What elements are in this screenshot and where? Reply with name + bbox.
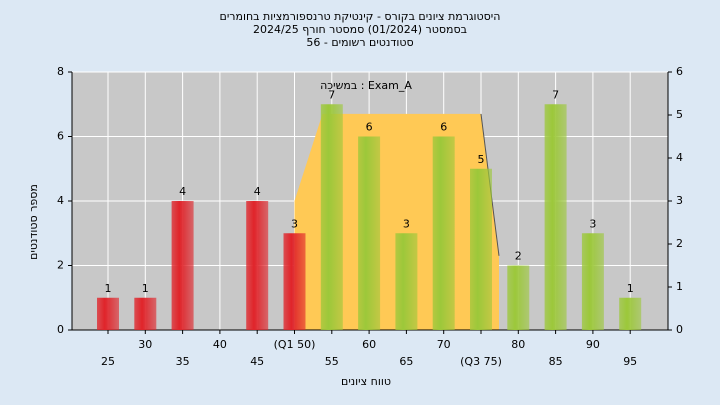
data-label: 4 [179, 185, 186, 198]
y-tick-label: 6 [57, 130, 64, 143]
data-label: 5 [478, 153, 485, 166]
x-tick-label: 55 [325, 355, 339, 368]
x-tick-label: 60 [362, 338, 376, 351]
y-tick-label: 0 [57, 323, 64, 336]
y2-tick-label: 2 [676, 237, 683, 250]
data-label: 1 [142, 282, 149, 295]
data-label: 6 [440, 121, 447, 134]
x-tick-label: 85 [549, 355, 563, 368]
bar [507, 265, 530, 330]
x-tick-label: 95 [623, 355, 637, 368]
bar [283, 233, 306, 330]
data-label: 7 [328, 88, 335, 101]
data-label: 3 [403, 217, 410, 230]
y-tick-label: 2 [57, 259, 64, 272]
y-axis-label: מספר סטודנטים [27, 184, 40, 260]
y2-tick-label: 1 [676, 280, 683, 293]
data-label: 3 [291, 217, 298, 230]
bar [544, 104, 567, 330]
title-line: היסטוגרמת ציונים בקורס - קינטיקת טרנספור… [220, 10, 501, 23]
data-label: 3 [589, 217, 596, 230]
data-label: 1 [627, 282, 634, 295]
title-line: סטודנטים רשומים - 56 [306, 36, 413, 49]
y-tick-label: 8 [57, 65, 64, 78]
bar [134, 297, 157, 330]
data-label: 1 [105, 282, 112, 295]
data-label: 7 [552, 88, 559, 101]
x-tick-label: 40 [213, 338, 227, 351]
data-label: 6 [366, 121, 373, 134]
y-tick-label: 4 [57, 194, 64, 207]
y2-tick-label: 5 [676, 108, 683, 121]
y2-tick-label: 0 [676, 323, 683, 336]
title-line: בסמסטר (01/2024) סמסטר חורף 2024/25 [253, 23, 467, 36]
bar [320, 104, 343, 330]
bar [358, 136, 381, 330]
x-tick-label: 45 [250, 355, 264, 368]
y2-tick-label: 3 [676, 194, 683, 207]
x-tick-label: 35 [176, 355, 190, 368]
x-tick-label: 80 [511, 338, 525, 351]
annotation: במשיכה : Exam_A [320, 79, 412, 92]
bar [470, 168, 492, 330]
y2-tick-label: 4 [676, 151, 683, 164]
x-tick-label: 30 [138, 338, 152, 351]
y2-tick-label: 6 [676, 65, 683, 78]
bar [97, 297, 119, 330]
x-axis-label: טווח ציונים [341, 375, 391, 388]
x-tick-label: (Q3 75) [460, 355, 502, 368]
bar [619, 297, 642, 330]
x-tick-label: 65 [399, 355, 413, 368]
bar [395, 233, 418, 330]
bar [432, 136, 455, 330]
x-tick-label: (Q1 50) [274, 338, 316, 351]
x-tick-label: 90 [586, 338, 600, 351]
bar [246, 201, 269, 330]
data-label: 2 [515, 250, 522, 263]
x-tick-label: 25 [101, 355, 115, 368]
bar [171, 201, 194, 330]
data-label: 4 [254, 185, 261, 198]
x-tick-label: 70 [437, 338, 451, 351]
bar [581, 233, 604, 330]
